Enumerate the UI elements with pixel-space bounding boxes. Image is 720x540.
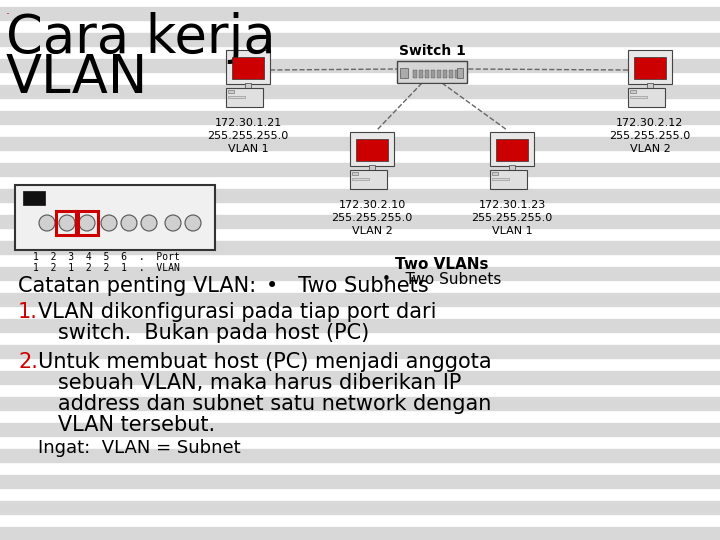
Bar [490,132,534,166]
Text: 2.: 2. [18,352,38,372]
Bar [0,163,720,176]
Text: 1  2  1  2  2  1  .  VLAN: 1 2 1 2 2 1 . VLAN [33,263,180,273]
Bar [350,170,387,189]
Circle shape [185,215,201,231]
Text: Ingat:  VLAN = Subnet: Ingat: VLAN = Subnet [38,439,240,457]
Bar [443,70,447,78]
Text: sebuah VLAN, maka harus diberikan IP: sebuah VLAN, maka harus diberikan IP [38,373,462,393]
Bar [0,449,720,462]
Bar [0,85,720,98]
Bar [0,189,720,202]
Bar [455,70,459,78]
Text: VLAN: VLAN [6,52,148,104]
Bar [0,33,720,46]
Bar [397,61,467,83]
Bar [437,70,441,78]
Text: •   Two Subnets: • Two Subnets [266,276,428,296]
Text: VLAN tersebut.: VLAN tersebut. [38,415,215,435]
Bar [232,57,264,79]
Bar [0,475,720,488]
Bar [353,178,369,180]
Text: Catatan penting VLAN:: Catatan penting VLAN: [18,276,256,296]
Bar [0,111,720,124]
Bar [228,96,246,98]
Bar [647,83,654,88]
Circle shape [39,215,55,231]
Text: VLAN dikonfigurasi pada tiap port dari: VLAN dikonfigurasi pada tiap port dari [38,302,436,322]
Bar [0,7,720,20]
Bar [356,139,388,161]
Text: 172.30.2.10
255.255.255.0
VLAN 2: 172.30.2.10 255.255.255.0 VLAN 2 [331,200,413,237]
Bar [0,137,720,150]
Text: Switch 1: Switch 1 [399,44,465,58]
Bar [23,191,45,205]
Bar [431,70,435,78]
Text: 172.30.1.21
255.255.255.0
VLAN 1: 172.30.1.21 255.255.255.0 VLAN 1 [207,118,289,154]
Bar [628,88,665,107]
Bar [0,423,720,436]
Bar [492,178,510,180]
Circle shape [79,215,95,231]
Bar [353,172,358,176]
Bar [457,68,463,78]
Circle shape [101,215,117,231]
Bar [76,211,98,235]
Bar [496,139,528,161]
Text: address dan subnet satu network dengan: address dan subnet satu network dengan [38,394,491,414]
Bar [628,50,672,84]
Bar [0,241,720,254]
Bar [425,70,429,78]
Text: 1  2  3  4  5  6  .  Port: 1 2 3 4 5 6 . Port [33,252,180,262]
Bar [0,527,720,540]
Circle shape [121,215,137,231]
Text: Two VLANs: Two VLANs [395,257,489,272]
Bar [419,70,423,78]
Bar [0,59,720,72]
Bar [228,90,233,93]
Bar [490,170,527,189]
Bar [0,293,720,306]
Bar [508,165,516,170]
Bar [0,267,720,280]
Bar [0,215,720,228]
Text: Untuk membuat host (PC) menjadi anggota: Untuk membuat host (PC) menjadi anggota [38,352,492,372]
Bar [56,211,78,235]
Bar [369,165,375,170]
Bar [413,70,417,78]
Bar [400,68,408,78]
Text: 172.30.2.12
255.255.255.0
VLAN 2: 172.30.2.12 255.255.255.0 VLAN 2 [609,118,690,154]
Bar [226,88,264,107]
Circle shape [141,215,157,231]
Bar [226,50,270,84]
Bar [0,345,720,358]
Circle shape [59,215,75,231]
Bar [245,83,251,88]
Bar [15,185,215,250]
Text: •   Two Subnets: • Two Subnets [382,272,502,287]
Text: switch.  Bukan pada host (PC): switch. Bukan pada host (PC) [38,323,369,343]
Bar [492,172,498,176]
Bar [0,501,720,514]
Bar [0,319,720,332]
Text: 1.: 1. [18,302,38,322]
Bar [0,397,720,410]
Bar [631,90,636,93]
Bar [634,57,666,79]
Bar [449,70,453,78]
Text: .: . [6,4,10,17]
Text: 172.30.1.23
255.255.255.0
VLAN 1: 172.30.1.23 255.255.255.0 VLAN 1 [472,200,553,237]
Bar [0,371,720,384]
Circle shape [165,215,181,231]
Bar [350,132,394,166]
Text: Cara kerja: Cara kerja [6,12,276,64]
Bar [631,96,647,98]
